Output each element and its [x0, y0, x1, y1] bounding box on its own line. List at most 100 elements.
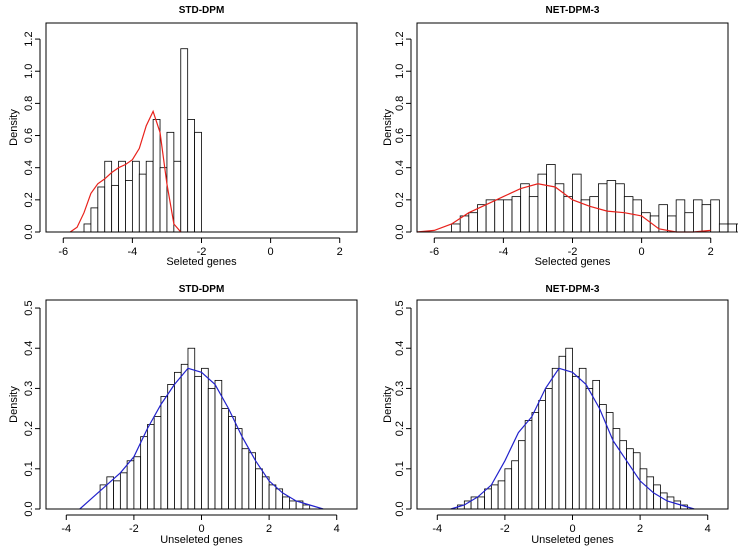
chart-panel-3: -4 -2 0 2 4 0.0 0.1 0.2 0.3 0.4 0.5 STD-DPM Unselete…: [8, 284, 358, 546]
histogram-bar: [528, 196, 539, 233]
x-tick-label: -4: [127, 246, 137, 258]
histogram-bars: [99, 347, 311, 510]
y-tick-label: 0.5: [394, 300, 406, 315]
x-tick-label: 4: [334, 523, 340, 535]
x-tick-label: -2: [129, 523, 139, 535]
y-axis-label: Density: [382, 386, 394, 423]
x-tick-label: 2: [708, 246, 714, 258]
histogram-bar: [615, 183, 625, 233]
density-curve: [416, 183, 711, 233]
y-tick-label: 0.4: [394, 160, 406, 175]
y-axis-label: Density: [8, 386, 20, 423]
histogram-bar: [104, 160, 113, 233]
plot-frame: [45, 22, 358, 233]
plot-frame: [416, 22, 729, 233]
histogram-bar: [214, 379, 223, 510]
plot-frame: [45, 299, 358, 510]
x-tick-label: 0: [569, 523, 575, 535]
y-tick-label: 0.8: [23, 96, 35, 111]
y-tick-label: 0.6: [394, 128, 406, 143]
x-axis-label: Selected genes: [535, 256, 611, 268]
histogram-bar: [619, 440, 627, 510]
y-tick-label: 0.4: [394, 341, 406, 356]
histogram-bar: [113, 480, 121, 510]
histogram-bar: [167, 384, 175, 510]
x-tick-label: 0: [639, 246, 645, 258]
histogram-bar: [641, 212, 651, 233]
x-tick-label: 2: [337, 246, 343, 258]
histogram-bar: [693, 199, 703, 233]
y-tick-label: 1.2: [23, 31, 35, 46]
y-tick-label: 0.4: [23, 160, 35, 175]
x-axis-label: Unseleted genes: [531, 534, 614, 546]
histogram-bar: [126, 460, 135, 510]
histogram-bars: [451, 164, 738, 233]
chart-title: NET-DPM-3: [546, 284, 600, 295]
y-tick-label: 0.1: [394, 461, 406, 476]
x-tick-label: 4: [705, 523, 711, 535]
histogram-bar: [207, 388, 216, 510]
histogram-bar: [626, 448, 634, 510]
y-tick-label: 1.0: [394, 64, 406, 79]
x-tick-label: 2: [266, 523, 272, 535]
histogram-bar: [736, 223, 738, 233]
histogram-bar: [701, 204, 712, 233]
histogram-bar: [497, 480, 506, 510]
histogram-bar: [502, 199, 513, 233]
density-curve: [79, 367, 324, 510]
histogram-bar: [221, 408, 229, 510]
y-tick-label: 0.0: [23, 224, 35, 239]
x-axis-label: Unseleted genes: [160, 534, 243, 546]
histogram-bar: [598, 183, 608, 233]
x-tick-label: -2: [500, 523, 510, 535]
histogram-bar: [288, 500, 297, 510]
histogram-bar: [494, 199, 504, 233]
histogram-bar: [234, 428, 243, 510]
y-axis-label: Density: [8, 109, 20, 146]
histogram-bar: [684, 212, 694, 233]
histogram-bar: [261, 476, 270, 510]
chart-title: NET-DPM-3: [546, 5, 600, 16]
plot-frame: [416, 299, 729, 510]
histogram-bar: [658, 204, 668, 233]
histogram-bar: [484, 488, 492, 510]
x-tick-label: -6: [58, 246, 68, 258]
histogram-bar: [138, 173, 147, 233]
y-tick-label: 0.8: [394, 96, 406, 111]
histogram-bar: [248, 452, 256, 510]
y-tick-label: 0.2: [23, 192, 35, 207]
histogram-bar: [451, 223, 461, 233]
y-tick-label: 0.0: [23, 501, 35, 516]
histogram-bar: [558, 355, 567, 510]
x-tick-label: 2: [637, 523, 643, 535]
histogram-bars: [83, 48, 202, 233]
histogram-bar: [153, 416, 162, 510]
histogram-bar: [282, 496, 290, 510]
histogram-bar: [546, 164, 556, 233]
x-tick-label: -2: [197, 246, 207, 258]
histogram-bar: [187, 119, 195, 233]
histogram-bar: [537, 173, 547, 233]
histogram-bar: [606, 180, 617, 233]
histogram-bar: [675, 199, 686, 233]
y-tick-label: 0.2: [23, 421, 35, 436]
histogram-bar: [180, 48, 189, 233]
histogram-bar: [147, 424, 155, 510]
y-tick-label: 0.3: [23, 381, 35, 396]
histogram-bar: [667, 215, 677, 233]
y-tick-label: 0.1: [23, 461, 35, 476]
chart-panel-1: -6 -4 -2 0 2 0.0 0.2 0.4 0.6 0.8 1.0 1.2 STD-DPM Sele…: [8, 5, 358, 268]
density-curve: [69, 109, 182, 233]
chart-panel-2: -6 -4 -2 0 2 0.0 0.2 0.4 0.6 0.8 1.0 1.2 NET-DPM-3 Se…: [382, 5, 738, 268]
histogram-bar: [111, 184, 119, 233]
histogram-bar: [592, 379, 600, 510]
histogram-bar: [145, 160, 154, 233]
chart-title: STD-DPM: [179, 284, 225, 295]
histogram-bar: [140, 436, 148, 510]
histogram-bars: [457, 347, 688, 510]
histogram-bar: [152, 119, 161, 233]
histogram-bar: [518, 440, 526, 510]
histogram-bar: [241, 448, 250, 510]
histogram-bar: [490, 484, 499, 510]
y-tick-label: 1.0: [23, 64, 35, 79]
